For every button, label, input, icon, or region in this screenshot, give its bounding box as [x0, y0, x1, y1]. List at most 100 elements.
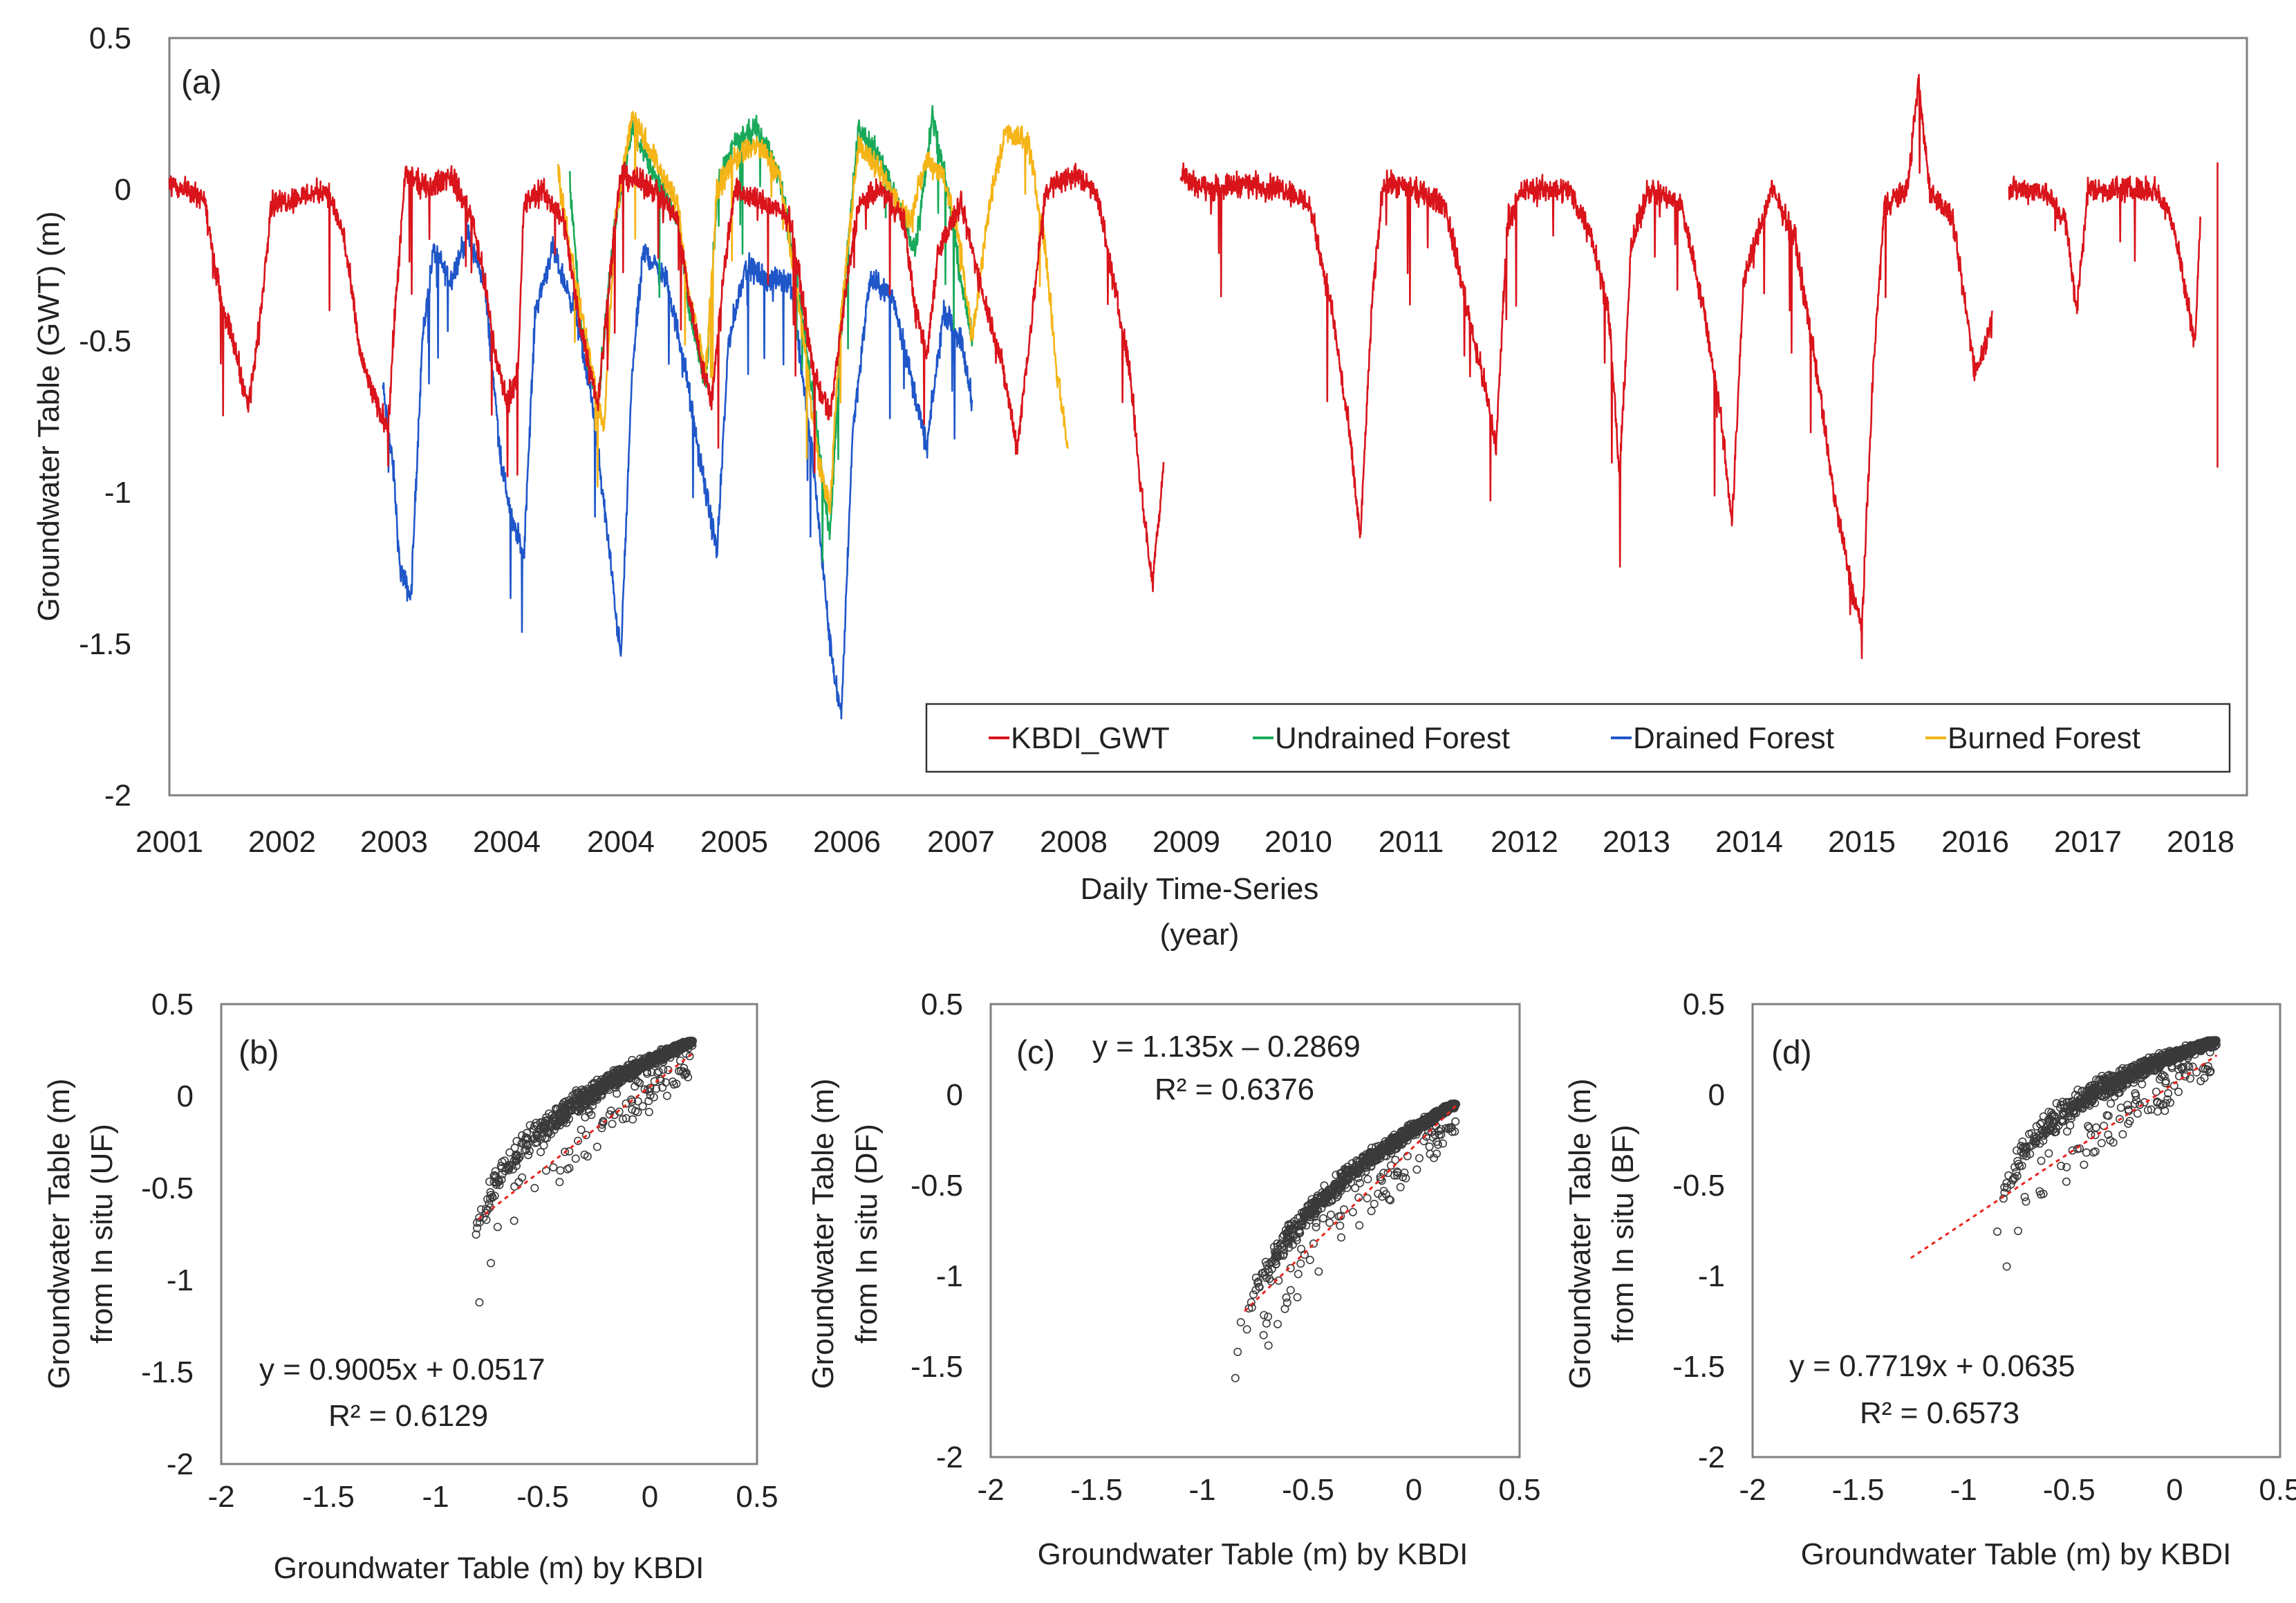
scatter-point	[518, 1131, 527, 1140]
scatter-point	[559, 1098, 568, 1107]
scatter-point	[1280, 1304, 1289, 1313]
scatter-point	[1297, 1221, 1306, 1230]
scatter-point	[554, 1109, 563, 1118]
scatter-point	[653, 1053, 662, 1062]
legend-label-kbdi: KBDI_GWT	[1011, 721, 1170, 755]
scatter-point	[588, 1080, 597, 1089]
scatter-point	[1337, 1233, 1346, 1242]
scatter-point	[685, 1052, 694, 1061]
scatter-point	[1430, 1131, 1439, 1140]
scatter-point	[568, 1091, 577, 1100]
scatter-point	[1253, 1279, 1262, 1288]
y-tick-label: -2	[1698, 1440, 1725, 1474]
scatter-point	[529, 1135, 538, 1144]
scatter-point	[555, 1121, 564, 1130]
scatter-point	[1287, 1225, 1296, 1234]
scatter-point	[1309, 1239, 1318, 1248]
scatter-point	[1312, 1209, 1320, 1218]
x-tick-label: 2017	[2054, 825, 2122, 859]
scatter-point	[1264, 1313, 1273, 1322]
scatter-point	[658, 1083, 667, 1092]
x-tick-label: 2014	[1715, 825, 1783, 859]
scatter-point	[2066, 1101, 2075, 1110]
scatter-point	[2158, 1100, 2167, 1109]
x-tick-label: 0	[2166, 1473, 2183, 1507]
scatter-point	[631, 1075, 640, 1084]
x-tick-label: -1.5	[1070, 1473, 1123, 1507]
scatter-point	[1430, 1117, 1439, 1126]
scatter-point	[1249, 1290, 1258, 1299]
series-line-0	[2008, 175, 2202, 348]
x-tick-label: 2008	[1040, 825, 1108, 859]
regression-equation-b: y = 0.9005x + 0.0517	[259, 1353, 545, 1387]
scatter-point	[653, 1059, 662, 1068]
scatter-point	[1347, 1178, 1356, 1187]
y-tick-label: 0	[115, 173, 131, 207]
scatter-point	[2080, 1160, 2089, 1169]
scatter-point	[628, 1097, 637, 1106]
scatter-point	[587, 1111, 596, 1120]
scatter-point	[1434, 1140, 1443, 1149]
y-tick-labels-c: 0.5 0 -0.5 -1 -1.5 -2	[911, 988, 963, 1474]
scatter-point	[1284, 1234, 1293, 1243]
scatter-point	[1236, 1318, 1245, 1327]
series-line-0	[168, 161, 1165, 593]
scatter-point	[2094, 1076, 2103, 1085]
x-tick-label: 2004	[587, 825, 655, 859]
scatter-point	[1267, 1257, 1276, 1266]
scatter-point	[1297, 1245, 1306, 1254]
scatter-point	[687, 1037, 696, 1046]
scatter-point	[2051, 1128, 2060, 1137]
scatter-point	[1412, 1124, 1421, 1133]
scatter-point	[1294, 1270, 1303, 1279]
scatter-point	[549, 1163, 558, 1172]
scatter-point	[1255, 1282, 1264, 1291]
scatter-point	[2044, 1149, 2053, 1158]
scatter-point	[1265, 1259, 1274, 1268]
scatter-point	[485, 1177, 494, 1186]
scatter-point	[2108, 1082, 2117, 1091]
x-tick-label: 2013	[1603, 825, 1670, 859]
scatter-point	[543, 1133, 552, 1142]
scatter-point	[1259, 1331, 1268, 1340]
scatter-point	[1441, 1124, 1450, 1133]
scatter-point	[2078, 1086, 2087, 1095]
scatter-point	[2107, 1076, 2116, 1085]
trendline-b	[478, 1053, 693, 1221]
scatter-point	[539, 1124, 548, 1133]
scatter-point	[2042, 1129, 2051, 1138]
scatter-point	[2190, 1050, 2199, 1059]
scatter-point	[1280, 1245, 1289, 1254]
y-tick-labels-b: 0.5 0 -0.5 -1 -1.5 -2	[141, 988, 194, 1481]
y-tick-label: -1.5	[911, 1350, 963, 1384]
scatter-point	[2203, 1039, 2212, 1048]
scatter-point	[1367, 1207, 1376, 1216]
scatter-point	[1394, 1168, 1403, 1177]
x-tick-label: -0.5	[1282, 1473, 1334, 1507]
scatter-point	[1383, 1146, 1392, 1155]
scatter-point	[2089, 1148, 2098, 1157]
scatter-point	[1365, 1158, 1374, 1167]
scatter-point	[539, 1141, 548, 1150]
scatter-point	[512, 1151, 521, 1160]
scatter-point	[1396, 1183, 1405, 1192]
scatter-point	[597, 1124, 606, 1133]
scatter-point	[592, 1142, 601, 1151]
scatter-point	[2169, 1082, 2178, 1091]
scatter-point	[2138, 1080, 2147, 1088]
scatter-point	[1425, 1142, 1434, 1151]
scatter-point	[2100, 1093, 2109, 1102]
scatter-point	[2014, 1227, 2023, 1236]
plot-area-c	[989, 1003, 1521, 1458]
scatter-point	[2116, 1115, 2125, 1124]
scatter-point	[606, 1073, 615, 1082]
scatter-point	[608, 1120, 617, 1129]
scatter-point	[2010, 1174, 2019, 1183]
scatter-point	[1448, 1127, 1457, 1136]
y-axis-label2-c: from In situ (DF)	[850, 1124, 884, 1344]
scatter-point	[530, 1184, 539, 1193]
x-tick-label: -1	[1950, 1473, 1977, 1507]
y-tick-label: -0.5	[141, 1171, 194, 1205]
x-tick-label: 2009	[1152, 825, 1220, 859]
scatter-point	[2062, 1177, 2071, 1186]
